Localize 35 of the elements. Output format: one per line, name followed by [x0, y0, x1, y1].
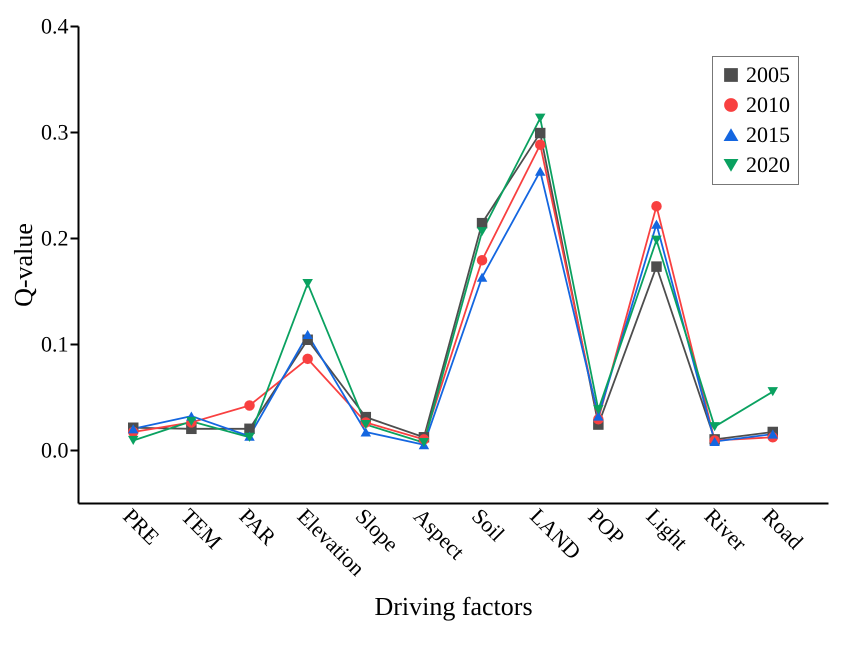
- y-tick-label: 0.0: [41, 438, 68, 462]
- point: [651, 236, 662, 245]
- y-axis-title: Q-value: [9, 223, 38, 307]
- point: [302, 330, 313, 339]
- point: [651, 261, 662, 272]
- point: [476, 272, 488, 282]
- point: [768, 387, 778, 396]
- point: [651, 220, 662, 229]
- point: [360, 420, 372, 430]
- x-axis-title: Driving factors: [374, 592, 533, 621]
- point: [302, 279, 313, 288]
- point: [768, 430, 778, 439]
- point: [534, 166, 546, 176]
- x-tick-label: Soil: [467, 503, 510, 546]
- y-tick-label: 0.4: [41, 14, 68, 38]
- point: [476, 255, 488, 266]
- point: [244, 400, 255, 411]
- point: [593, 405, 604, 414]
- y-tick-label: 0.1: [41, 332, 68, 356]
- legend-label: 2020: [746, 152, 790, 177]
- y-tick-label: 0.2: [41, 226, 68, 250]
- legend-label: 2010: [746, 92, 790, 117]
- point: [302, 354, 313, 364]
- point: [128, 436, 138, 445]
- legend-label: 2015: [746, 122, 790, 147]
- point: [534, 114, 546, 123]
- point: [709, 422, 720, 432]
- legend-label: 2005: [746, 62, 790, 87]
- point: [476, 227, 488, 236]
- y-tick-label: 0.3: [41, 120, 68, 144]
- point: [651, 200, 662, 212]
- point: [534, 128, 546, 138]
- point: [534, 139, 546, 150]
- x-tick-label: POP: [583, 503, 630, 550]
- point: [360, 427, 372, 437]
